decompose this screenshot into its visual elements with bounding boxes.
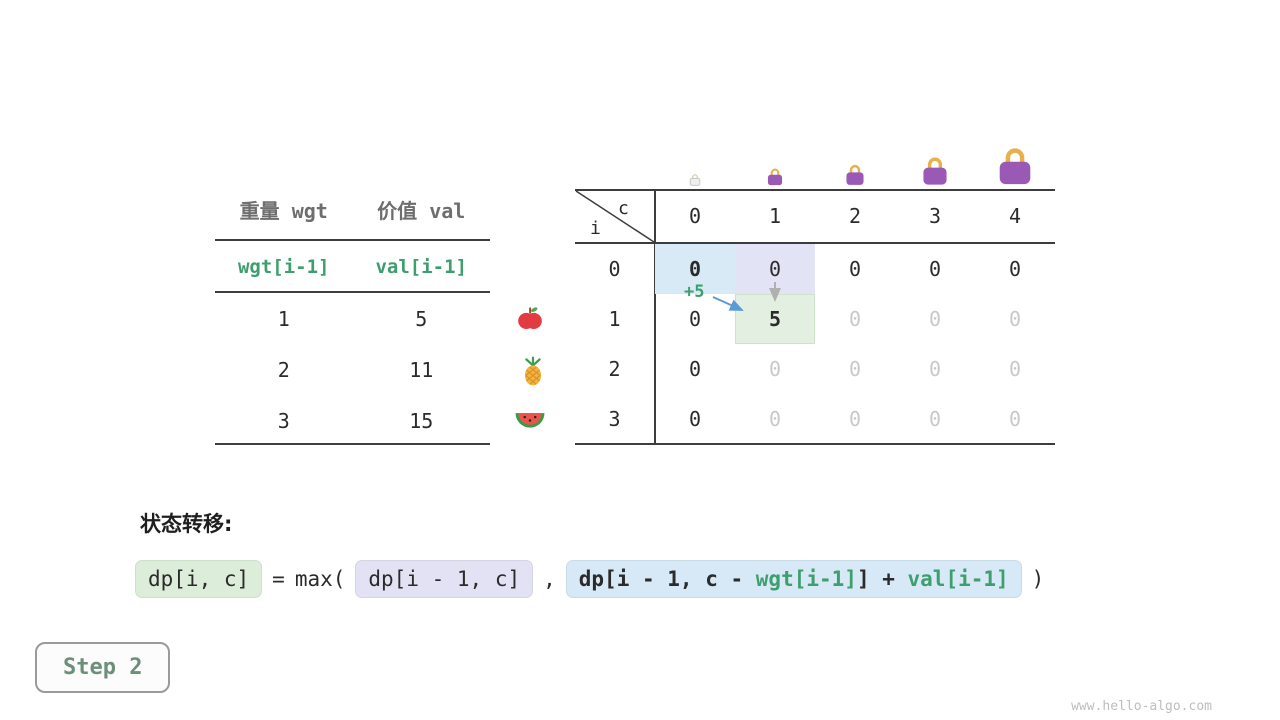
dp-cell-3-1: 0: [768, 407, 782, 431]
corner-diagonal-line: [575, 190, 655, 243]
watermark: www.hello-algo.com: [1071, 699, 1212, 714]
dp-row-header-3: 3: [608, 407, 621, 431]
state-transition-formula: dp[i, c] = max( dp[i - 1, c] , dp[i - 1,…: [135, 560, 1044, 598]
dp-row-headers: 0 1 2 3: [575, 244, 654, 444]
dp-col-header-3: 3: [928, 204, 942, 228]
formula-max-open: max(: [294, 567, 346, 591]
wv-header-wgt: 重量 wgt: [239, 199, 328, 223]
bag-capacity-2-icon: [843, 163, 868, 186]
divider: [215, 291, 490, 293]
wv-data-row-1: 1 5: [215, 305, 490, 333]
divider: [215, 239, 490, 241]
dp-cell-1-3: 0: [928, 307, 942, 331]
formula-take-part1: dp[i - 1, c -: [578, 567, 756, 591]
wv-item2-wgt: 2: [277, 358, 290, 382]
step-badge: Step 2: [35, 642, 171, 693]
dp-cell-3-3: 0: [928, 407, 942, 431]
divider: [654, 189, 656, 445]
dp-cell-0-0: 0: [655, 244, 735, 294]
dp-cell-2-4: 0: [1008, 357, 1022, 381]
wv-item3-val: 15: [409, 409, 434, 433]
plus-value-annotation: +5: [684, 282, 705, 302]
dp-cell-1-4: 0: [1008, 307, 1022, 331]
dp-cell-1-1: 5: [735, 294, 815, 344]
dp-row-header-1: 1: [608, 307, 621, 331]
dp-cell-0-1: 0: [735, 244, 815, 294]
dp-col-header-4: 4: [1008, 204, 1022, 228]
apple-icon: [517, 305, 544, 332]
formula-take-part3: ] +: [856, 567, 908, 591]
formula-take-item-chip: dp[i - 1, c - wgt[i-1]] + val[i-1]: [565, 560, 1022, 598]
dp-cell-0-3: 0: [928, 257, 942, 281]
wv-item1-wgt: 1: [277, 307, 290, 331]
dp-col-header-1: 1: [768, 204, 782, 228]
formula-take-wgt: wgt[i-1]: [755, 567, 857, 591]
dp-cell-3-0: 0: [688, 407, 702, 431]
bag-capacity-4-icon: [993, 145, 1038, 186]
divider: [575, 242, 1055, 244]
wv-header-val: 价值 val: [377, 199, 466, 223]
dp-corner-col-label: c: [618, 198, 629, 219]
wv-formula-wgt: wgt[i-1]: [237, 256, 330, 278]
formula-equals: =: [272, 567, 285, 591]
dp-cell-0-2: 0: [848, 257, 862, 281]
dp-cell-1-0: 0: [688, 307, 702, 331]
dp-column-headers: 0 1 2 3 4: [655, 191, 1055, 241]
divider: [215, 443, 490, 445]
bag-capacity-0-icon: [688, 173, 702, 186]
bag-capacity-1-icon: [765, 167, 786, 186]
dp-cell-2-2: 0: [848, 357, 862, 381]
dp-corner-row-label: i: [590, 218, 601, 239]
dp-cell-3-2: 0: [848, 407, 862, 431]
bag-capacity-3-icon: [918, 155, 952, 186]
dp-col-header-0: 0: [688, 204, 702, 228]
formula-take-val: val[i-1]: [907, 567, 1009, 591]
dp-cell-0-4: 0: [1008, 257, 1022, 281]
dp-row-header-2: 2: [608, 357, 621, 381]
dp-cell-3-4: 0: [1008, 407, 1022, 431]
formula-skip-item-chip: dp[i - 1, c]: [355, 560, 534, 598]
wv-formula-row: wgt[i-1] val[i-1]: [215, 253, 490, 281]
wv-item3-wgt: 3: [277, 409, 290, 433]
wv-formula-val: val[i-1]: [375, 256, 467, 278]
dp-cell-1-2: 0: [848, 307, 862, 331]
wv-item1-val: 5: [415, 307, 428, 331]
wv-data-row-3: 3 15: [215, 407, 490, 435]
dp-cell-2-1: 0: [768, 357, 782, 381]
pineapple-icon: [520, 356, 547, 387]
dp-col-header-2: 2: [848, 204, 862, 228]
formula-close-paren: ): [1031, 567, 1045, 591]
dp-cell-2-0: 0: [688, 357, 702, 381]
formula-comma: ,: [543, 567, 556, 591]
state-transition-label: 状态转移:: [140, 512, 233, 536]
watermelon-icon: [514, 411, 546, 432]
divider: [575, 189, 1055, 191]
wv-data-row-2: 2 11: [215, 356, 490, 384]
divider: [575, 443, 1055, 445]
dp-table-cells: 0 0 0 0 0 0 5 0 0 0 0 0 0 0 0 0 0 0 0 0: [655, 244, 1055, 444]
wv-header-row: 重量 wgt 价值 val: [215, 197, 490, 225]
dp-row-header-0: 0: [608, 257, 621, 281]
dp-cell-2-3: 0: [928, 357, 942, 381]
formula-dp-current-chip: dp[i, c]: [135, 560, 263, 598]
wv-item2-val: 11: [409, 358, 434, 382]
